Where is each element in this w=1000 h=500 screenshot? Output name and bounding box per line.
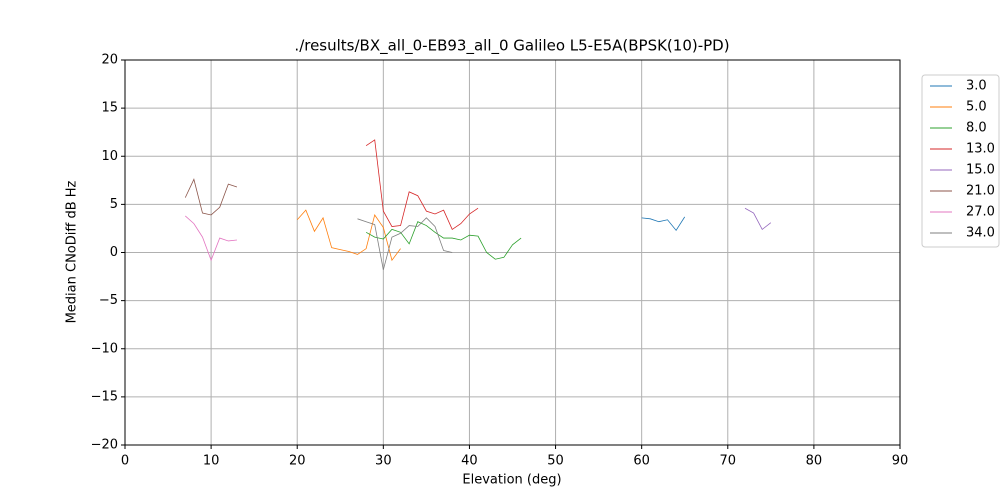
legend-label: 13.0: [966, 142, 995, 157]
y-tick-label: −15: [91, 389, 118, 404]
y-tick-label: −5: [99, 293, 118, 308]
series-line: [185, 215, 237, 262]
chart-title: ./results/BX_all_0-EB93_all_0 Galileo L5…: [294, 37, 729, 56]
y-axis-label: Median CNoDiff dB Hz: [65, 180, 80, 323]
legend-box: [921, 74, 1000, 248]
legend-label: 3.0: [966, 79, 987, 94]
series-line: [184, 178, 238, 216]
series-line: [365, 139, 479, 230]
series-line: [357, 217, 453, 270]
plot-frame: [124, 59, 901, 446]
legend-label: 34.0: [966, 226, 995, 241]
x-axis-label: Elevation (deg): [462, 473, 561, 488]
y-tick-label: −10: [91, 341, 118, 356]
x-tick-label: 60: [633, 454, 650, 469]
x-tick-label: 50: [547, 454, 564, 469]
series-line: [641, 216, 686, 232]
y-tick-label: 10: [101, 149, 118, 164]
y-tick-label: 5: [110, 197, 118, 212]
legend-label: 27.0: [966, 205, 995, 220]
legend-label: 21.0: [966, 184, 995, 199]
x-tick-label: 0: [121, 454, 129, 469]
legend-label: 8.0: [966, 121, 987, 136]
y-tick-label: −20: [91, 438, 118, 453]
legend-label: 5.0: [966, 100, 987, 115]
x-tick-label: 70: [720, 454, 737, 469]
x-tick-label: 20: [289, 454, 306, 469]
y-tick-label: 15: [101, 101, 118, 116]
x-tick-label: 40: [461, 454, 478, 469]
x-tick-label: 90: [892, 454, 909, 469]
series-line: [744, 207, 772, 231]
y-tick-label: 0: [110, 245, 118, 260]
legend-label: 15.0: [966, 163, 995, 178]
series-line: [365, 221, 522, 260]
series-line: [296, 209, 401, 262]
y-tick-label: 20: [101, 53, 118, 68]
x-tick-label: 80: [806, 454, 823, 469]
x-tick-label: 10: [203, 454, 220, 469]
x-tick-label: 30: [375, 454, 392, 469]
